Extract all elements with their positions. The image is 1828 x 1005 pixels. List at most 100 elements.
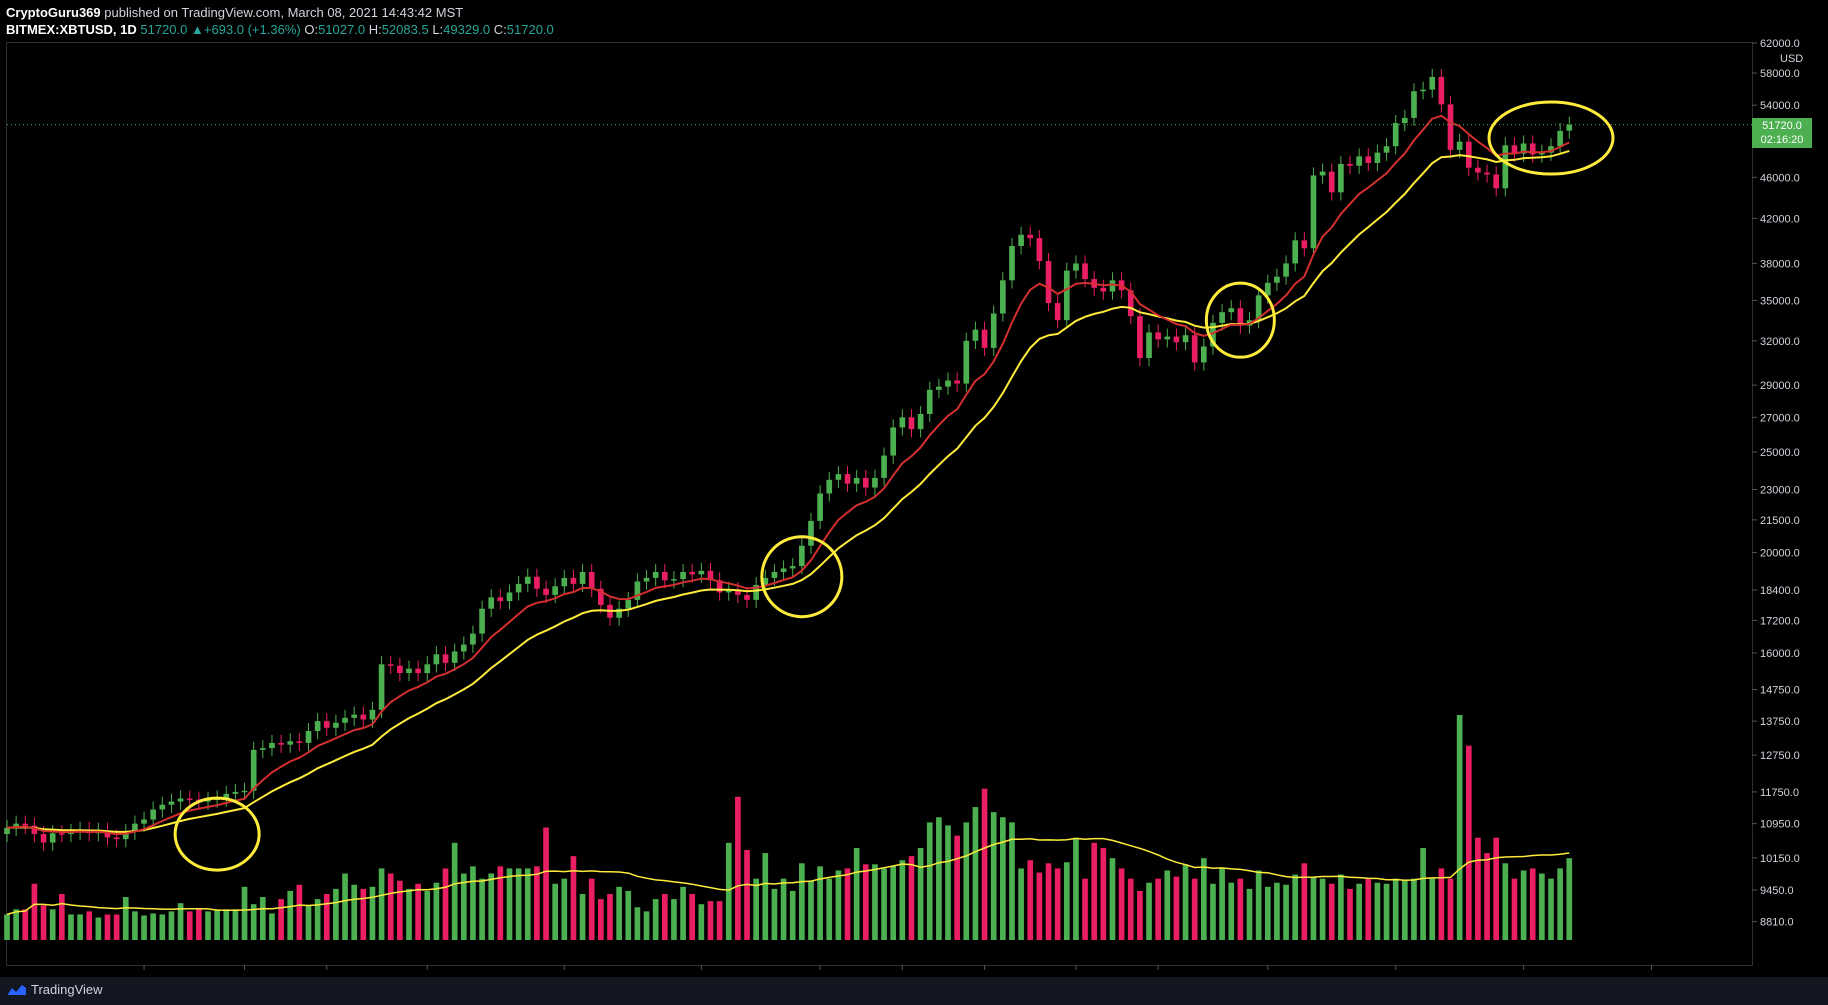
candle-body <box>725 589 732 593</box>
volume-bar <box>1539 873 1545 940</box>
candle-body <box>1465 141 1472 168</box>
candle-body <box>1328 171 1335 193</box>
ma-fast-line <box>6 114 1570 836</box>
candle-body <box>397 665 403 674</box>
volume-bar <box>1274 882 1280 940</box>
volume-bar <box>150 913 157 940</box>
volume-bar <box>1137 890 1143 940</box>
candle-body <box>1255 295 1262 321</box>
candle-body <box>1557 130 1563 147</box>
volume-bar <box>1036 872 1043 940</box>
candle-body <box>1511 145 1518 154</box>
volume-bar <box>159 914 166 940</box>
candle-body <box>899 417 906 428</box>
candle-body <box>31 825 38 835</box>
volume-bar <box>406 888 412 940</box>
volume-bar <box>570 856 577 940</box>
candle-body <box>1447 104 1454 150</box>
volume-bar <box>1155 878 1161 940</box>
volume-bar <box>40 905 47 940</box>
candle-body <box>342 717 348 723</box>
volume-bar <box>1475 837 1481 940</box>
volume-bar <box>497 866 504 940</box>
volume-bar <box>1310 876 1317 940</box>
volume-bar <box>77 914 83 940</box>
volume-bar <box>460 873 467 940</box>
candle-body <box>1201 346 1207 363</box>
volume-bar <box>1063 862 1070 940</box>
y-tick-label: 18400.0 <box>1760 585 1800 597</box>
volume-bar <box>1447 878 1454 940</box>
y-tick-label: 8810.0 <box>1760 917 1794 929</box>
candle-body <box>570 577 577 584</box>
volume-bar <box>689 893 696 940</box>
candle-body <box>387 664 394 666</box>
candle-body <box>250 749 257 791</box>
candle-body <box>1063 270 1070 321</box>
volume-bar <box>49 909 56 940</box>
candle-body <box>771 571 778 578</box>
volume-bar <box>771 888 778 940</box>
volume-bar <box>543 827 549 940</box>
volume-bar <box>232 909 239 940</box>
volume-bar <box>1045 863 1052 940</box>
volume-bar <box>132 911 138 940</box>
volume-bar <box>296 884 303 940</box>
volume-bar <box>1246 888 1253 940</box>
tradingview-brand[interactable]: TradingView <box>8 982 103 997</box>
volume-bar <box>13 909 19 940</box>
volume-bar <box>488 873 495 940</box>
candle-body <box>1036 238 1043 262</box>
volume-bar <box>1511 878 1518 940</box>
candle-body <box>223 793 230 799</box>
volume-bar <box>725 842 732 940</box>
volume-bar <box>1000 817 1006 940</box>
candle-body <box>1191 335 1198 363</box>
candle-body <box>1347 163 1353 166</box>
candle-body <box>762 577 769 586</box>
candle-body <box>141 819 147 824</box>
y-tick-label: 11750.0 <box>1760 787 1799 799</box>
candle-body <box>616 608 622 618</box>
candle-body <box>817 493 823 521</box>
volume-bar <box>908 856 915 940</box>
candle-body <box>1475 167 1481 173</box>
y-tick-label: 17200.0 <box>1760 615 1800 627</box>
volume-bar <box>579 893 586 940</box>
volume-bar <box>652 899 659 940</box>
current-price: 51720.0 <box>1762 120 1802 132</box>
volume-bar <box>1338 874 1344 940</box>
y-tick-label: 16000.0 <box>1760 648 1800 660</box>
volume-bar <box>990 812 997 940</box>
volume-bar <box>707 901 714 940</box>
candle-body <box>287 741 294 745</box>
candle-body <box>1438 76 1445 105</box>
candle-body <box>1374 152 1381 163</box>
price-change: +693.0 (+1.36%) <box>203 22 301 37</box>
volume-bar <box>1283 884 1289 940</box>
y-tick-label: 10950.0 <box>1760 819 1800 831</box>
last-price: 51720.0 <box>140 22 188 37</box>
candle-body <box>1054 303 1061 321</box>
candle-body <box>789 566 796 569</box>
candle-body <box>1383 146 1390 153</box>
volume-bar <box>1401 880 1408 940</box>
candle-body <box>1283 263 1289 277</box>
volume-bar <box>981 788 988 940</box>
candle-body <box>40 834 47 843</box>
volume-bar <box>186 911 193 940</box>
volume-bar <box>113 914 120 940</box>
candle-body <box>296 741 303 743</box>
candle-body <box>1310 175 1317 249</box>
volume-bar <box>1493 837 1500 940</box>
candle-body <box>588 571 595 589</box>
close-value: 51720.0 <box>506 22 554 37</box>
volume-bar <box>1347 888 1353 940</box>
candle-body <box>1264 282 1271 296</box>
candle-body <box>990 313 997 348</box>
volume-bar <box>762 853 769 940</box>
volume-bar <box>68 914 74 940</box>
volume-bar <box>753 878 759 940</box>
volume-bar <box>1529 868 1536 940</box>
